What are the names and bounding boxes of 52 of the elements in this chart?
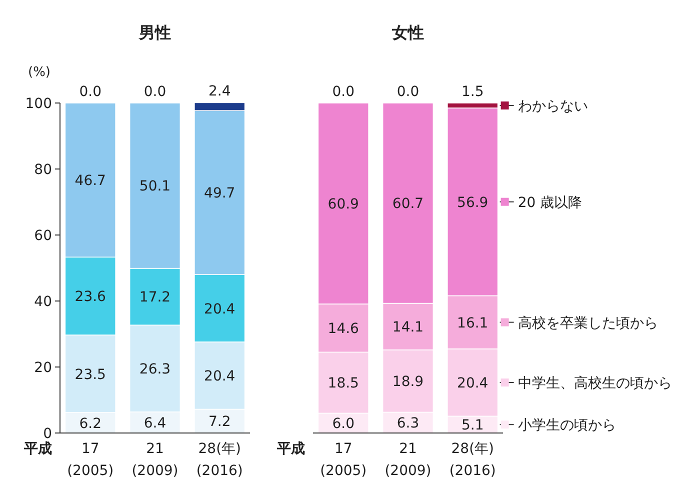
text: 平成 bbox=[276, 441, 305, 457]
data-label: 60.7 bbox=[392, 196, 424, 212]
data-label: 26.3 bbox=[139, 361, 171, 378]
data-label: 18.5 bbox=[328, 376, 359, 392]
x-tick-label: 28(年) (2016) bbox=[449, 441, 496, 479]
data-label: 16.1 bbox=[457, 315, 488, 332]
x-tick-label: 21 (2009) bbox=[132, 441, 178, 479]
y-tick-label: 0 bbox=[43, 426, 52, 442]
data-label: 23.6 bbox=[74, 289, 106, 306]
x-tick-label: 21 (2009) bbox=[384, 441, 432, 479]
data-label: 0.0 bbox=[79, 84, 102, 100]
y-tick-label: 80 bbox=[34, 162, 52, 178]
data-label: 6.4 bbox=[144, 415, 166, 432]
data-label: 0.0 bbox=[396, 84, 420, 100]
data-label: 2.4 bbox=[208, 84, 231, 100]
y-tick-label: 20 bbox=[34, 360, 52, 376]
y-tick-label: 100 bbox=[25, 96, 52, 112]
data-label: 0.0 bbox=[144, 84, 166, 100]
data-label: 5.1 bbox=[461, 418, 484, 434]
chart-title: 男性 bbox=[138, 23, 171, 42]
data-label: 23.5 bbox=[74, 366, 106, 383]
data-label: 20.4 bbox=[457, 376, 488, 392]
legend-label: 中学生、高校生の頃から bbox=[518, 376, 672, 392]
x-tick-label: 17 (2005) bbox=[320, 441, 367, 479]
data-label: 60.9 bbox=[328, 196, 359, 212]
chart-title: 女性 bbox=[391, 23, 424, 42]
data-label: 18.9 bbox=[392, 374, 424, 390]
y-tick-label: 60 bbox=[34, 228, 52, 244]
data-label: 50.1 bbox=[139, 178, 171, 195]
legend-label: わからない bbox=[518, 98, 588, 114]
data-label: 49.7 bbox=[204, 186, 236, 202]
legend-label: 小学生の頃から bbox=[518, 418, 616, 434]
data-label: 6.3 bbox=[396, 416, 420, 432]
data-label: 56.9 bbox=[457, 194, 488, 211]
data-label: 14.1 bbox=[392, 320, 424, 336]
data-label: 46.7 bbox=[74, 173, 106, 190]
data-label: 1.5 bbox=[461, 84, 484, 100]
legend-label: 高校を卒業した頃から bbox=[518, 315, 658, 332]
data-label: 14.6 bbox=[328, 321, 360, 338]
data-label: 6.0 bbox=[332, 416, 355, 432]
y-axis-title: (%) bbox=[28, 65, 50, 80]
data-label: 0.0 bbox=[332, 84, 355, 100]
data-label: 17.2 bbox=[139, 290, 171, 306]
data-label: 7.2 bbox=[208, 414, 231, 430]
y-tick-label: 40 bbox=[34, 294, 52, 310]
data-label: 20.4 bbox=[204, 368, 236, 385]
data-label: 6.2 bbox=[79, 416, 102, 432]
data-label: 20.4 bbox=[204, 301, 236, 318]
series-label: 20 歳以降 bbox=[518, 194, 582, 211]
x-tick-label: 17 (2005) bbox=[67, 441, 114, 479]
text: 平成 bbox=[23, 441, 52, 457]
x-tick-label: 28(年) (2016) bbox=[196, 441, 243, 479]
